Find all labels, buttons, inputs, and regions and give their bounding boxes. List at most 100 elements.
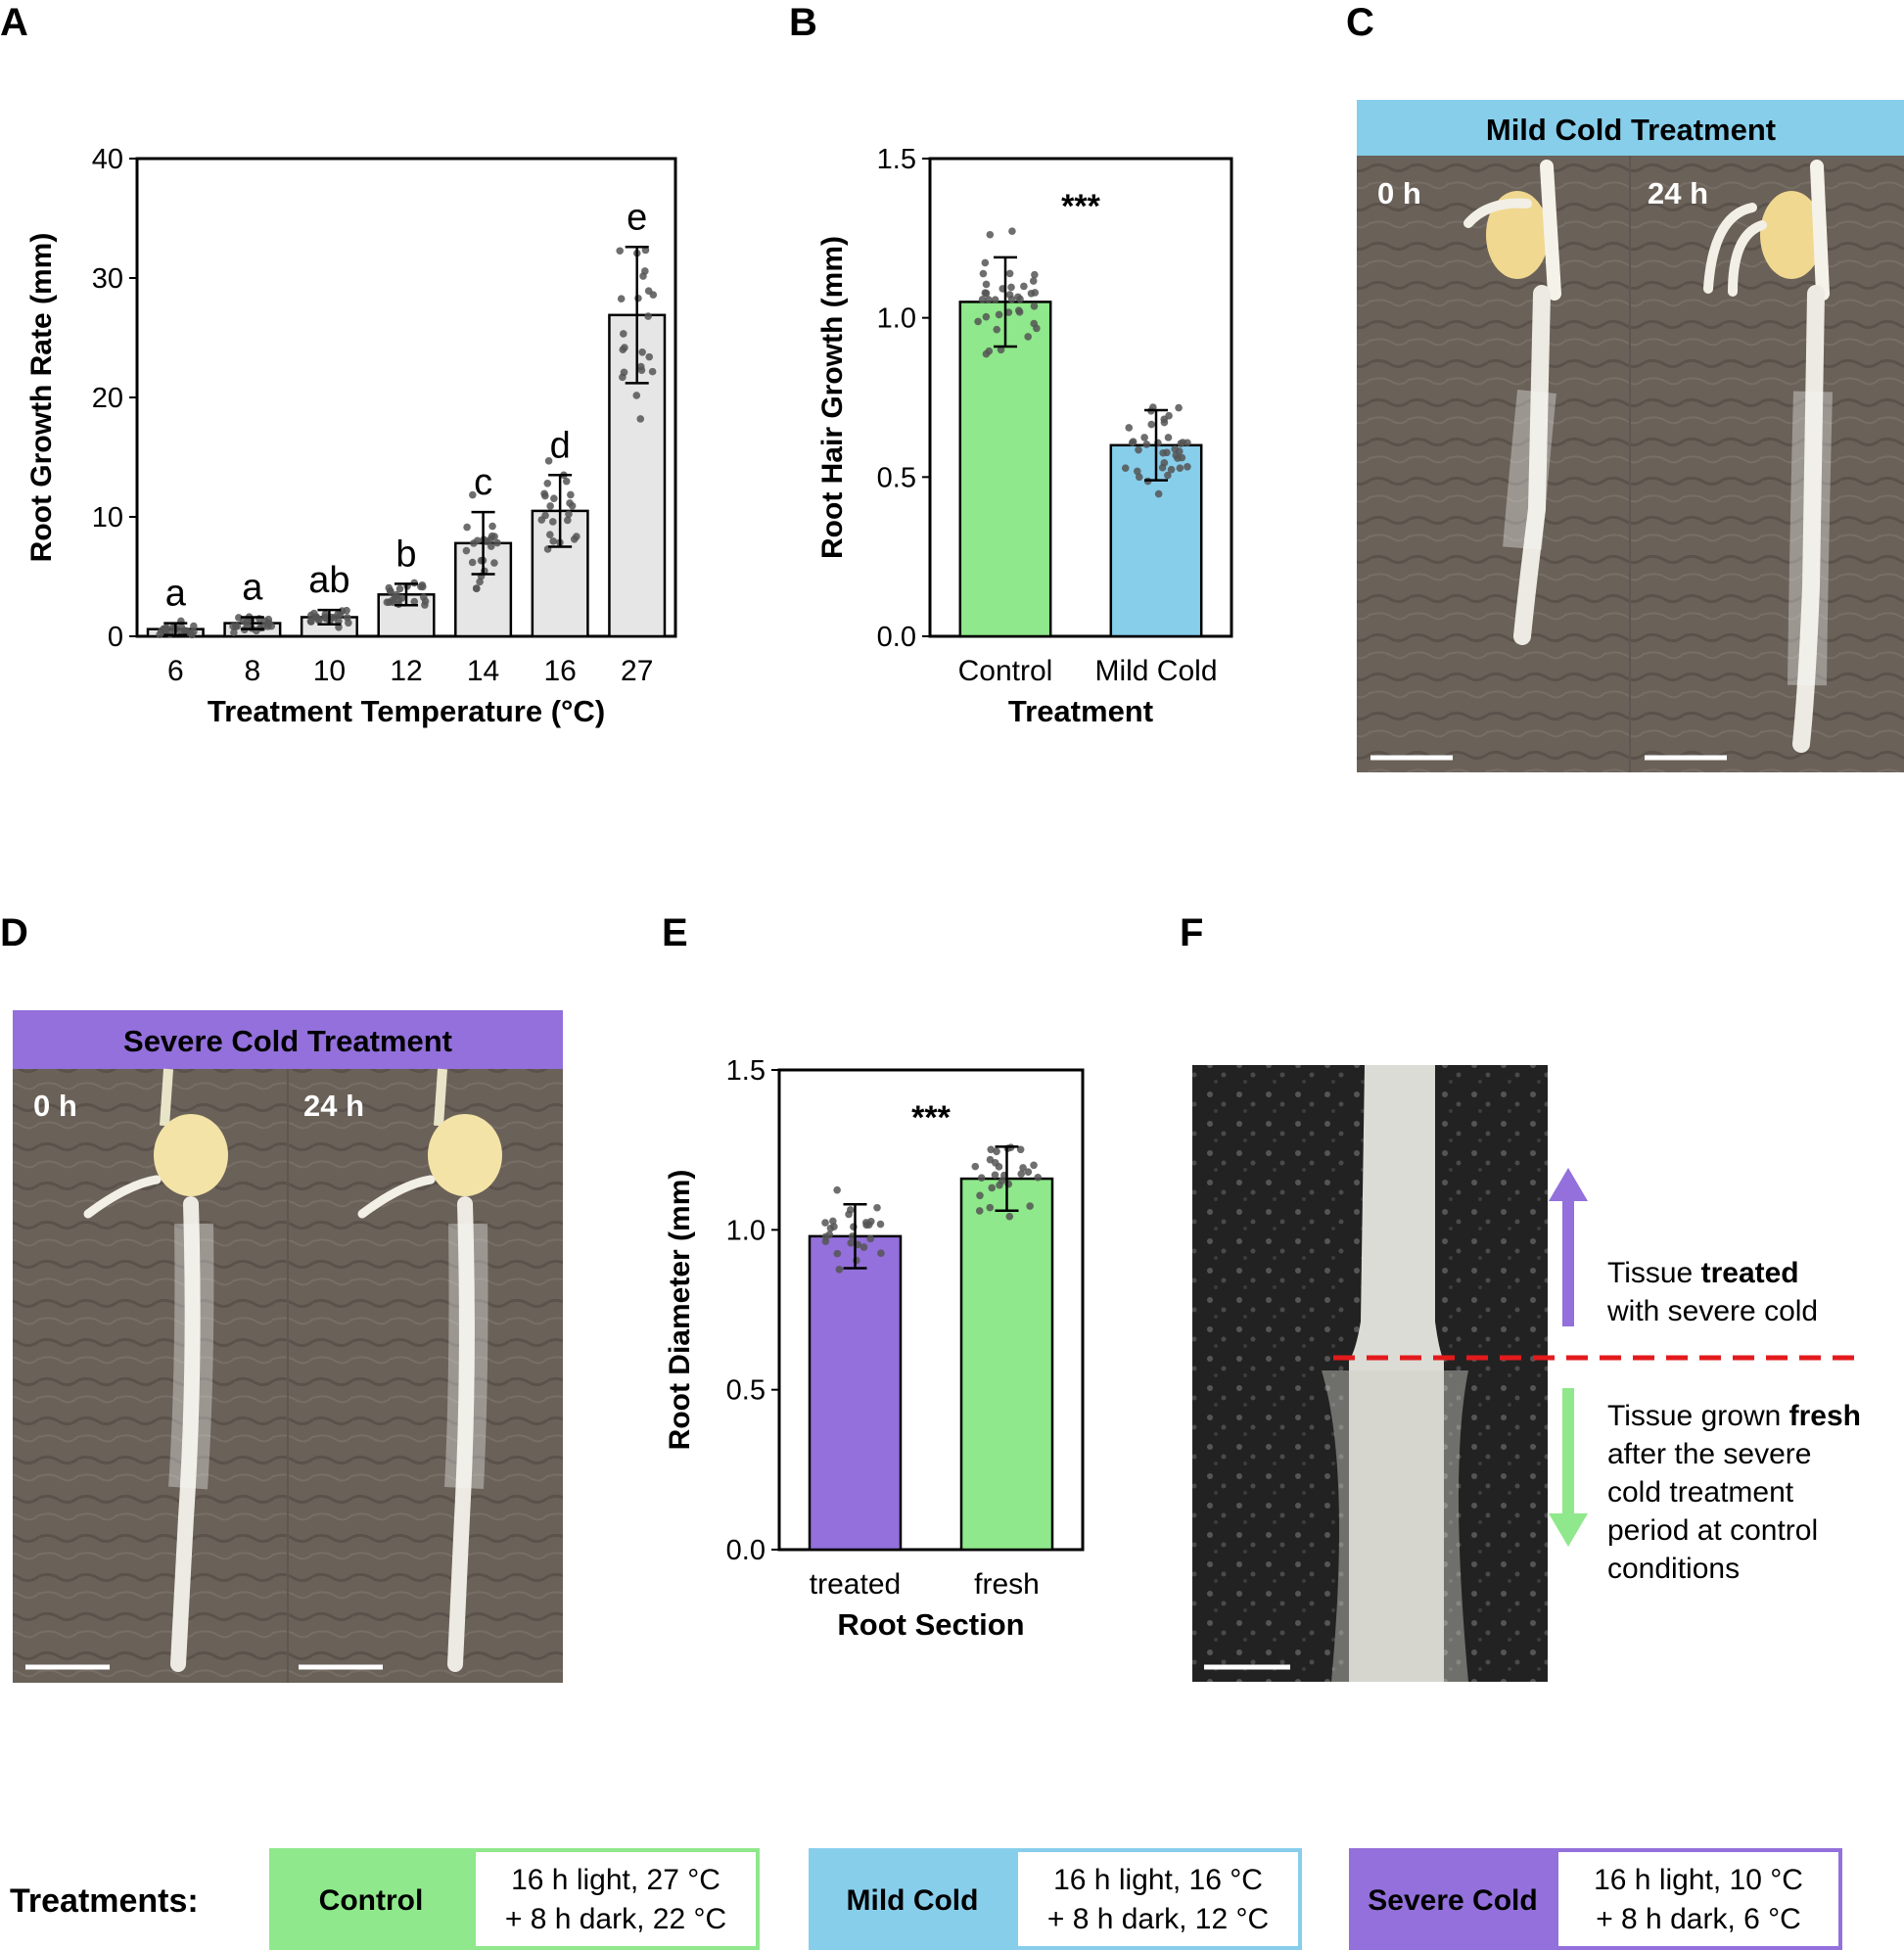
data-point [1029, 277, 1038, 285]
data-point [835, 1266, 844, 1274]
label-fresh-line5: conditions [1607, 1553, 1740, 1585]
treatment-severe-line1: 16 h light, 10 °C [1594, 1864, 1803, 1896]
data-point [1128, 439, 1137, 446]
data-point [1165, 411, 1173, 420]
y-tick-label: 0.5 [726, 1375, 766, 1407]
x-tick-label: 8 [245, 655, 261, 687]
data-point [157, 627, 165, 635]
data-point [543, 479, 552, 488]
data-point [985, 296, 993, 303]
data-point [986, 1203, 995, 1212]
data-point [986, 1155, 995, 1164]
data-point [641, 267, 649, 275]
data-point [306, 611, 315, 620]
x-tick-label: Mild Cold [1094, 655, 1217, 687]
data-point [825, 1230, 834, 1239]
y-tick-label: 1.5 [877, 144, 916, 175]
data-point [483, 537, 490, 546]
data-point [1178, 453, 1186, 462]
data-point [619, 373, 627, 382]
treatment-severe-cold: Severe Cold 16 h light, 10 °C + 8 h dark… [1349, 1848, 1842, 1950]
panel-letter-a: A [0, 1, 28, 44]
photo-panel-d: Severe Cold Treatment 0 h 24 h [13, 1010, 563, 1683]
bar-fresh [959, 1177, 1054, 1552]
data-point [616, 247, 625, 255]
label-fresh-line1: Tissue grown fresh [1607, 1400, 1861, 1432]
significance-letter: c [474, 462, 492, 503]
panel-letter-e: E [662, 911, 688, 954]
data-point [550, 494, 558, 503]
data-point [1024, 1168, 1033, 1176]
y-tick-label: 30 [92, 263, 123, 295]
data-point [231, 623, 240, 631]
data-point [993, 1147, 1000, 1156]
treatment-control-swatch [269, 1848, 474, 1950]
root-section [1349, 1065, 1444, 1682]
data-point [541, 491, 549, 500]
data-point [565, 510, 573, 519]
treatments-label: Treatments: [10, 1882, 199, 1920]
data-point [490, 533, 498, 540]
data-point [546, 502, 554, 510]
treatment-severe-box [1555, 1848, 1842, 1950]
label-fresh-line3: cold treatment [1607, 1476, 1794, 1509]
data-point [974, 317, 982, 326]
data-point [1179, 439, 1187, 446]
data-point [1014, 293, 1022, 302]
data-point [877, 1249, 885, 1257]
data-point [264, 615, 273, 624]
data-point [1140, 434, 1148, 441]
data-point [1171, 445, 1180, 453]
label-treated-line2: with severe cold [1606, 1295, 1818, 1327]
treatment-mild-line1: 16 h light, 16 °C [1053, 1864, 1263, 1896]
data-point [1030, 302, 1039, 310]
data-point [562, 477, 571, 486]
data-point [1125, 424, 1134, 432]
treatment-control-box [472, 1848, 760, 1950]
data-point [876, 1220, 885, 1229]
data-point [995, 1163, 1003, 1171]
data-point [1164, 434, 1173, 441]
header-bar-d [13, 1010, 563, 1069]
data-point [991, 1171, 999, 1180]
data-point [845, 1210, 853, 1219]
data-point [1004, 308, 1013, 316]
data-point [997, 346, 1005, 354]
plot-frame [928, 157, 1233, 638]
data-point [648, 367, 657, 376]
data-point [469, 490, 477, 499]
data-point [982, 280, 991, 289]
data-point [1005, 291, 1014, 299]
data-point [620, 330, 627, 338]
significance-stars: *** [911, 1099, 951, 1137]
data-point [190, 622, 198, 630]
data-point [982, 312, 991, 321]
data-point [982, 349, 991, 358]
data-point [487, 542, 495, 550]
treatment-mild-box [1014, 1848, 1302, 1950]
data-point [180, 627, 189, 635]
seedling-c-24h [1703, 160, 1833, 753]
chart-e: 0.0 0.5 1.0 1.5 treated fresh *** Root Section R… [664, 1055, 1085, 1642]
data-point [468, 558, 477, 567]
data-point [344, 614, 351, 622]
panel-letter-d: D [0, 911, 28, 954]
data-point [1030, 319, 1039, 328]
data-point [235, 614, 243, 622]
data-point [866, 1234, 875, 1243]
data-point [385, 598, 394, 607]
data-point [545, 531, 554, 538]
y-tick-label: 1.5 [726, 1055, 766, 1087]
data-point [833, 1249, 842, 1258]
data-point [979, 269, 988, 278]
data-point [1147, 420, 1156, 429]
data-point [1142, 441, 1151, 448]
data-point [641, 246, 650, 255]
data-point [987, 1145, 996, 1154]
significance-letter: e [627, 197, 647, 238]
data-point [1031, 270, 1039, 279]
y-tick-label: 40 [92, 144, 123, 175]
data-point [978, 296, 987, 303]
data-point [1030, 1161, 1038, 1170]
y-tick-label: 20 [92, 383, 123, 414]
